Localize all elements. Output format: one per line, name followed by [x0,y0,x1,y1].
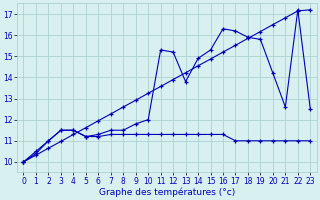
X-axis label: Graphe des températures (°c): Graphe des températures (°c) [99,187,235,197]
